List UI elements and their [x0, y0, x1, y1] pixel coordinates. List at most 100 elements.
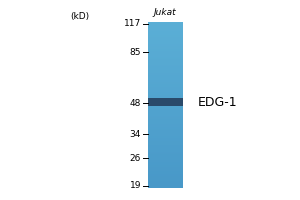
Bar	[148, 80, 183, 81]
Bar	[148, 51, 183, 52]
Bar	[148, 95, 183, 96]
Bar	[148, 53, 183, 54]
Bar	[148, 41, 183, 42]
Bar	[148, 32, 183, 33]
Bar	[148, 42, 183, 43]
Bar	[148, 181, 183, 182]
Bar	[148, 101, 183, 102]
Text: 34: 34	[130, 130, 141, 139]
Bar	[148, 170, 183, 171]
Bar	[148, 63, 183, 64]
Bar	[148, 62, 183, 63]
Bar	[148, 67, 183, 68]
Text: 117: 117	[124, 20, 141, 28]
Bar	[148, 77, 183, 78]
Bar	[148, 177, 183, 178]
Bar	[148, 43, 183, 44]
Bar	[148, 162, 183, 163]
Bar	[148, 153, 183, 154]
Bar	[148, 91, 183, 92]
Bar	[148, 83, 183, 84]
Text: 85: 85	[130, 48, 141, 57]
Bar	[148, 180, 183, 181]
Bar	[148, 176, 183, 177]
Bar	[148, 160, 183, 161]
Bar	[148, 28, 183, 29]
Bar	[148, 60, 183, 61]
Bar	[148, 98, 183, 106]
Bar	[148, 173, 183, 174]
Text: EDG-1: EDG-1	[198, 96, 238, 108]
Bar	[148, 112, 183, 113]
Bar	[148, 118, 183, 119]
Bar	[148, 140, 183, 141]
Bar	[148, 40, 183, 41]
Bar	[148, 71, 183, 72]
Bar	[148, 159, 183, 160]
Bar	[148, 148, 183, 149]
Bar	[148, 68, 183, 69]
Bar	[148, 106, 183, 107]
Bar	[148, 87, 183, 88]
Bar	[148, 165, 183, 166]
Bar	[148, 151, 183, 152]
Bar	[148, 136, 183, 137]
Bar	[148, 100, 183, 101]
Bar	[148, 85, 183, 86]
Bar	[148, 89, 183, 90]
Bar	[148, 175, 183, 176]
Bar	[148, 44, 183, 45]
Bar	[148, 128, 183, 129]
Bar	[148, 139, 183, 140]
Bar	[148, 185, 183, 186]
Bar	[148, 35, 183, 36]
Bar	[148, 98, 183, 99]
Bar	[148, 105, 183, 106]
Bar	[148, 103, 183, 104]
Bar	[148, 24, 183, 25]
Bar	[148, 108, 183, 109]
Bar	[148, 114, 183, 115]
Bar	[148, 97, 183, 98]
Bar	[148, 25, 183, 26]
Bar	[148, 130, 183, 131]
Bar	[148, 81, 183, 82]
Bar	[148, 116, 183, 117]
Bar	[148, 142, 183, 143]
Bar	[148, 178, 183, 179]
Bar	[148, 115, 183, 116]
Bar	[148, 137, 183, 138]
Bar	[148, 167, 183, 168]
Bar	[148, 169, 183, 170]
Bar	[148, 82, 183, 83]
Bar	[148, 146, 183, 147]
Bar	[148, 141, 183, 142]
Bar	[148, 36, 183, 37]
Bar	[148, 107, 183, 108]
Bar	[148, 27, 183, 28]
Text: 48: 48	[130, 99, 141, 108]
Bar	[148, 161, 183, 162]
Bar	[148, 168, 183, 169]
Bar	[148, 174, 183, 175]
Bar	[148, 111, 183, 112]
Bar	[148, 184, 183, 185]
Bar	[148, 109, 183, 110]
Bar	[148, 154, 183, 155]
Bar	[148, 66, 183, 67]
Bar	[148, 126, 183, 127]
Bar	[148, 122, 183, 123]
Bar	[148, 96, 183, 97]
Bar	[148, 152, 183, 153]
Bar	[148, 38, 183, 39]
Text: Jukat: Jukat	[154, 8, 176, 17]
Bar	[148, 29, 183, 30]
Bar	[148, 144, 183, 145]
Bar	[148, 149, 183, 150]
Bar	[148, 59, 183, 60]
Bar	[148, 183, 183, 184]
Bar	[148, 45, 183, 46]
Bar	[148, 46, 183, 47]
Bar	[148, 30, 183, 31]
Bar	[148, 166, 183, 167]
